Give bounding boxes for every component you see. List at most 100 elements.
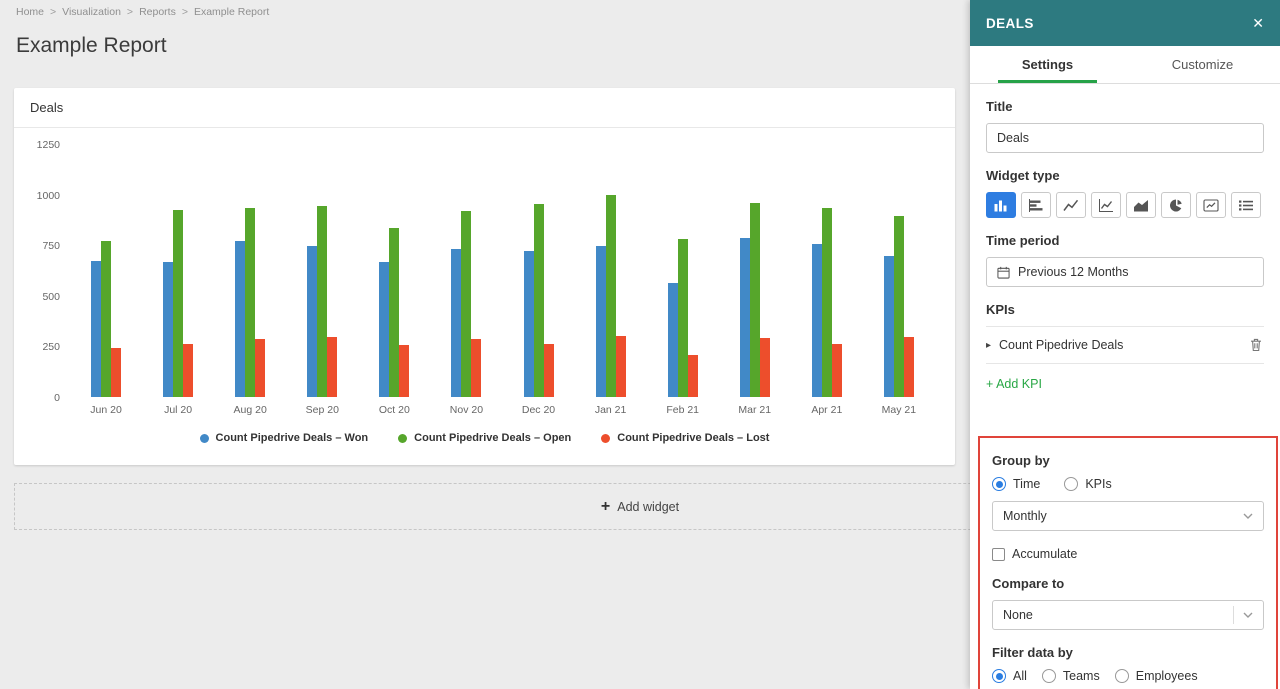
bar [615,336,626,397]
widget-title: Deals [14,88,955,128]
x-tick-label: Mar 21 [738,404,772,416]
bar-group [286,144,358,397]
plot-area [70,144,935,397]
breadcrumb-item[interactable]: Reports [139,6,176,18]
bar [605,194,616,397]
x-tick-label: Apr 21 [811,404,843,416]
bar [739,238,750,397]
interval-select[interactable]: Monthly [992,501,1264,531]
bar [173,209,184,397]
time-period-label: Time period [986,233,1060,248]
delete-kpi-button[interactable] [1248,336,1264,354]
group-by-label: Group by [992,453,1050,468]
breadcrumb-separator: > [50,6,57,18]
breadcrumb-separator: > [126,6,134,18]
y-tick-label: 0 [54,392,60,404]
bar [533,203,544,397]
radio-label: Time [1013,477,1041,491]
bar-group [863,144,935,397]
time-period-value: Previous 12 Months [1018,265,1129,279]
checkbox-icon [992,547,1005,561]
breadcrumb: Home > Visualization > Reports > Example Repor… [0,0,1280,18]
breadcrumb-separator: > [181,6,188,18]
accumulate-checkbox[interactable]: Accumulate [992,547,1264,561]
legend-dot-icon [398,433,408,443]
legend-dot-icon [199,433,209,443]
widget-type-bar-chart-icon[interactable] [1021,192,1051,218]
radio-icon [1041,669,1056,683]
radio-label: Employees [1135,669,1198,683]
bar [307,246,318,397]
widget-type-number-chart-icon[interactable] [1196,192,1226,218]
widget-type-column-chart-icon[interactable] [986,192,1016,218]
y-tick-label: 250 [42,341,60,354]
widget-type-area-chart-icon[interactable] [1126,192,1156,218]
filter-radio-employees[interactable]: Employees [1114,669,1198,683]
panel-tabs: Settings Customize [970,46,1280,84]
close-icon[interactable]: ✕ [1252,15,1264,31]
group-by-radio-time[interactable]: Time [992,477,1040,491]
legend-label: Count Pipedrive Deals – Won [215,432,369,444]
breadcrumb-item[interactable]: Home [16,6,45,18]
bar [255,339,266,397]
bar-group [430,144,502,397]
bar-group [70,144,142,397]
x-tick-label: Nov 20 [449,404,484,416]
tab-settings[interactable]: Settings [970,46,1125,83]
compare-to-value: None [1003,608,1033,622]
bar [327,337,338,397]
settings-panel: DEALS ✕ Settings Customize Title Widget t… [970,0,1280,689]
filter-radio-all[interactable]: All [992,669,1027,683]
breadcrumb-item[interactable]: Visualization [62,6,121,18]
bar-group [502,144,574,397]
radio-label: Teams [1062,669,1100,683]
x-tick-label: Oct 20 [378,404,410,416]
bar [811,244,822,397]
page-title: Example Report [16,34,167,57]
compare-to-select[interactable]: None [992,600,1264,630]
kpi-expander[interactable]: ▸ [986,339,992,351]
tab-customize[interactable]: Customize [1171,57,1234,72]
bar [461,210,472,397]
group-by-radio-kpis[interactable]: KPIs [1064,477,1112,491]
panel-body: Title Widget type Time period Previous 1… [970,84,1280,689]
chart-widget: Deals 0 250 500 750 1000 1250 Jun 20 Jul 20 Aug… [14,88,955,465]
plus-icon: + [600,497,611,515]
bar [111,348,122,397]
legend-item: Count Pipedrive Deals – Won [199,432,369,444]
kpi-name: Count Pipedrive Deals [999,338,1124,352]
title-input[interactable] [986,123,1264,153]
calendar-icon [997,266,1010,279]
bar-group [358,144,430,397]
bar [523,251,534,397]
bar [163,262,174,397]
bar [471,339,482,397]
x-tick-label: May 21 [881,404,917,416]
bar [759,338,770,397]
radio-icon [992,669,1006,683]
radio-icon [992,477,1006,491]
interval-value: Monthly [1003,509,1047,523]
time-period-select[interactable]: Previous 12 Months [986,257,1264,287]
accumulate-label: Accumulate [1012,547,1078,561]
legend-label: Count Pipedrive Deals – Lost [617,432,770,444]
bar [91,261,102,397]
filter-data-by-label: Filter data by [992,645,1073,660]
widget-type-line-chart-icon[interactable] [1056,192,1086,218]
x-tick-label: Feb 21 [666,404,700,416]
bar [379,262,390,397]
add-kpi-button[interactable]: + Add KPI [986,377,1042,391]
bar-group [142,144,214,397]
widget-type-table-chart-icon[interactable] [1231,192,1261,218]
widget-type-row [986,192,1264,218]
y-tick-label: 500 [42,290,60,303]
bar [687,354,698,397]
widget-type-combo-chart-icon[interactable] [1091,192,1121,218]
bar [883,256,894,397]
filter-radio-teams[interactable]: Teams [1041,669,1100,683]
bar [389,228,400,397]
y-tick-label: 1000 [36,189,60,202]
widget-type-pie-chart-icon[interactable] [1161,192,1191,218]
bar [245,207,256,397]
bar-group [791,144,863,397]
